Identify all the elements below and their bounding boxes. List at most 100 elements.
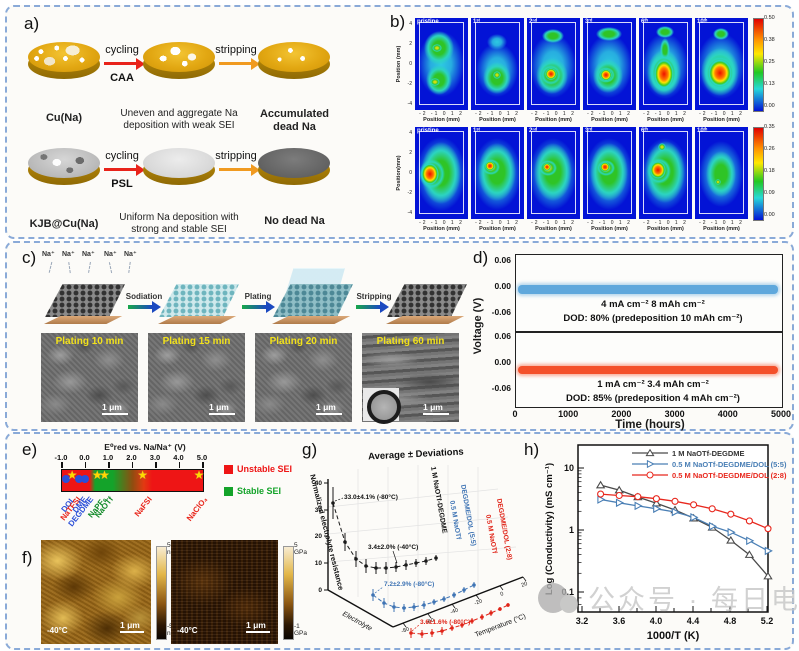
heatmap-ylabel: Position (mm) xyxy=(396,45,402,83)
no-dead-na-caption: No dead Na xyxy=(264,215,325,227)
stripping-arrow xyxy=(356,301,389,313)
heatmap-frame xyxy=(643,131,688,214)
h-marker xyxy=(726,535,736,544)
heatmap-xticks: -2 -1 0 1 2 xyxy=(699,111,744,117)
d-ytick: 0.06 xyxy=(494,255,511,265)
cycling-arrow-psl xyxy=(104,163,145,176)
heatmap-xlabel: Position (mm) xyxy=(647,117,684,123)
h-marker xyxy=(597,495,606,504)
d-xtick: 0 xyxy=(512,409,518,419)
h-marker xyxy=(708,521,718,531)
afm-height-image xyxy=(41,540,151,644)
h-marker xyxy=(764,546,773,556)
g-3d-resistance-plot: 40 30 20 10 0 -80 -60 -40 -20 0 20 Avera… xyxy=(308,447,528,639)
sem-label-60min: Plating 60 min xyxy=(376,336,445,347)
h-marker xyxy=(744,550,755,558)
h-y-axis-label: Log (Conductivity) (mS cm⁻¹) xyxy=(544,463,555,595)
svg-text:0.1: 0.1 xyxy=(561,587,574,597)
sem-image-plating-15min xyxy=(148,333,245,422)
marker-star-NaOTf: ★ xyxy=(99,468,110,482)
d-xtick: 3000 xyxy=(664,409,685,419)
sem-label-15min: Plating 15 min xyxy=(162,336,231,347)
h-marker xyxy=(745,517,753,525)
e-tick-mark xyxy=(131,462,133,468)
cycle-label: 1ˢᵗ xyxy=(473,128,480,134)
heatmap-colorbar xyxy=(753,127,764,221)
na-ion-label: Na⁺ xyxy=(82,251,95,258)
g-annotation-3-4: 3.4±2.0% (-40°C) xyxy=(368,543,418,551)
h-legend-3: 0.5 M NaOTf-DEGDME/DOL (2:8) xyxy=(672,471,787,480)
cycle-label: 6ᵗʰ xyxy=(641,128,648,134)
heatmap-frame xyxy=(587,22,632,105)
heatmap-3ʳᵈ: 3ʳᵈ xyxy=(583,18,636,110)
na-ion-label: Na⁺ xyxy=(104,251,117,258)
heatmap-xticks: -2 -1 0 1 2 xyxy=(531,111,576,117)
h-marker xyxy=(727,527,736,537)
h-marker xyxy=(763,571,773,580)
na-ion-label: Na⁺ xyxy=(124,251,137,258)
e-tick-label: 1.0 xyxy=(102,453,114,462)
coin-cell-inset-photo xyxy=(363,388,401,424)
heatmap-ytick: 2 xyxy=(409,150,412,156)
heatmap-ytick: 4 xyxy=(409,130,412,136)
cycle-label: 10ᵗʰ xyxy=(697,19,708,25)
afm2-temp-label: -40°C xyxy=(177,626,198,635)
sem-scalebar: 1 μm xyxy=(102,402,128,415)
panel-f-label: f) xyxy=(22,548,33,567)
stripping-label-1: stripping xyxy=(215,44,257,56)
heatmap-1ˢᵗ: 1ˢᵗ xyxy=(471,18,524,110)
svg-text:4.0: 4.0 xyxy=(650,616,663,626)
d-voltage-trace-blue xyxy=(518,285,778,294)
panel-e-label: e) xyxy=(22,440,38,459)
cycle-label: 3ʳᵈ xyxy=(585,19,593,25)
svg-text:20: 20 xyxy=(315,533,323,540)
h-marker xyxy=(615,491,623,500)
sem-label-10min: Plating 10 min xyxy=(55,336,124,347)
e-legend-stable: Stable SEI xyxy=(224,486,281,496)
svg-text:10: 10 xyxy=(315,560,323,567)
e-legend-unstable: Unstable SEI xyxy=(224,464,292,474)
svg-text:-20: -20 xyxy=(474,598,484,606)
svg-text:3.2: 3.2 xyxy=(576,616,589,626)
afm1-colorbar xyxy=(156,546,167,640)
heatmap-frame xyxy=(699,131,744,214)
svg-text:1: 1 xyxy=(569,525,574,535)
panel-d-label: d) xyxy=(473,248,489,267)
h-marker xyxy=(653,504,662,514)
e-tick-mark xyxy=(155,462,157,468)
svg-text:0: 0 xyxy=(500,591,505,598)
cycle-label: 6ᵗʰ xyxy=(641,19,648,25)
d-subplot-divider xyxy=(516,331,782,333)
h-line-circle xyxy=(600,493,769,530)
slab-stripped-array xyxy=(386,284,467,328)
disk-uneven-deposition xyxy=(143,42,215,82)
sem-scalebar: 1 μm xyxy=(316,402,342,415)
cycle-label: 2ⁿᵈ xyxy=(529,19,538,25)
h-marker xyxy=(671,497,679,505)
caa-label: CAA xyxy=(110,72,134,84)
cycling-label-2: cycling xyxy=(105,150,139,162)
afm1-temp-label: -40°C xyxy=(47,626,68,635)
plating-arrow-label: Plating xyxy=(244,292,272,301)
svg-text:0: 0 xyxy=(318,587,322,594)
g-annotation-33: 33.0±4.1% (-80°C) xyxy=(344,493,398,501)
svg-text:4.8: 4.8 xyxy=(724,616,737,626)
d-xtick: 2000 xyxy=(611,409,632,419)
plating-arrow xyxy=(242,301,275,313)
afm2-cb-top: 5 GPa xyxy=(294,542,308,556)
sodiation-arrow-label: Sodiation xyxy=(125,292,163,301)
heatmap-frame xyxy=(475,131,520,214)
h-legend-2: 0.5 M NaOTf-DEGDME/DOL (5:5) xyxy=(672,460,787,469)
uneven-caption-line2: deposition with weak SEI xyxy=(123,120,235,131)
d-bottom-annotation-1: 1 mA cm⁻² 3.4 mAh cm⁻² xyxy=(597,379,709,390)
panel-g-label: g) xyxy=(302,440,318,459)
heatmap-frame xyxy=(587,131,632,214)
h-marker xyxy=(690,513,699,522)
heatmap-xticks: -2 -1 0 1 2 xyxy=(419,220,464,226)
heatmap-xlabel: Position (mm) xyxy=(591,226,628,232)
colorbar-tick: 0.18 xyxy=(764,168,775,174)
disk-uniform-deposition xyxy=(143,148,215,188)
heatmap-xticks: -2 -1 0 1 2 xyxy=(643,111,688,117)
d-volt age-trace-orange xyxy=(518,366,778,374)
heatmap-2ⁿᵈ: 2ⁿᵈ xyxy=(527,18,580,110)
